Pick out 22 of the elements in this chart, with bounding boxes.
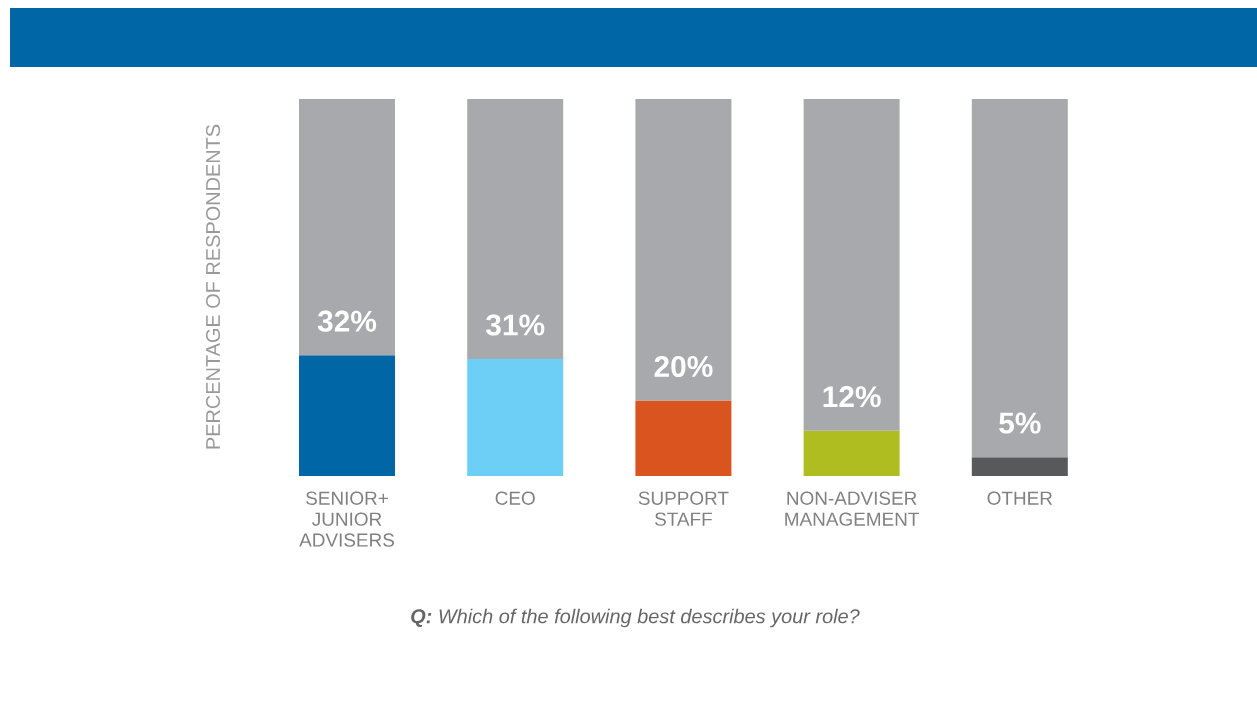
data-label: 31% [485,314,545,336]
x-tick-label: CEO [495,491,535,505]
text: Q: Which of the following best describes your role? [411,608,860,628]
x-tick-label: OTHER [987,491,1053,505]
bar [803,430,900,476]
bar [803,98,900,431]
x-tick-label: SUPPORT STAFF [638,491,729,526]
bar [299,98,396,356]
x-tick-label: NON-ADVISER MANAGEMENT [785,491,919,526]
data-label: 5% [999,412,1041,434]
bar [971,457,1068,476]
y-axis-title: PERCENTAGE OF RESPONDENTS [205,124,221,449]
x-tick-label: SENIOR+ JUNIOR ADVISERS [299,491,394,547]
bar [635,400,732,476]
bar [467,98,564,360]
bar [467,359,564,476]
bar [635,98,732,401]
data-label: 12% [823,386,881,408]
data-label: 20% [654,355,713,378]
bar [299,355,396,476]
bar [971,98,1068,458]
data-label: 32% [317,310,377,332]
